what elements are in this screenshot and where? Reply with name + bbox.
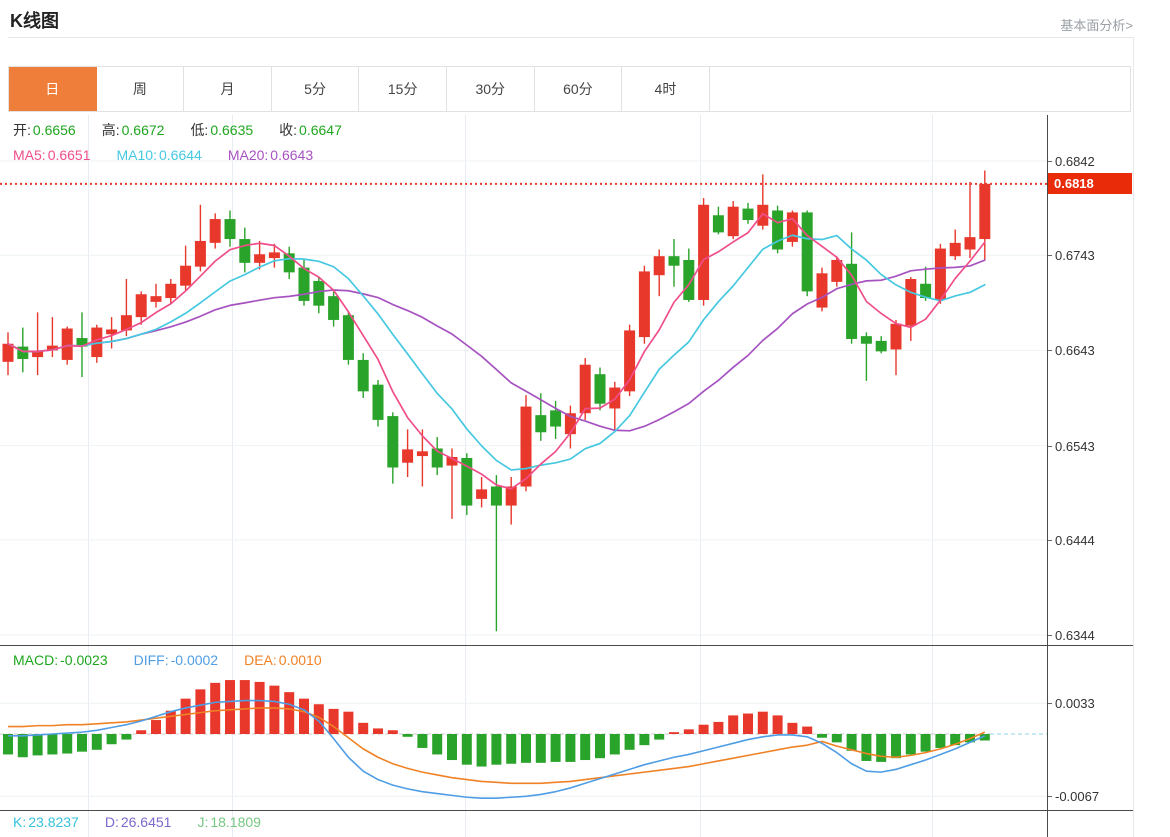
j-value: 18.1809 [210,814,261,830]
close-value: 0.6647 [299,122,342,138]
dea-value: 0.0010 [278,652,322,668]
vertical-gridline [700,115,701,837]
price-tick: 0.6842 [1047,153,1095,169]
high-label: 高: [101,122,120,138]
ma20-label: MA20: [227,147,269,163]
tick-dash-icon [1047,539,1052,541]
y-axis-line [1047,115,1048,837]
close-label: 收: [279,122,298,138]
price-tick-label: 0.6643 [1055,342,1095,358]
j-label: J: [197,814,209,830]
tick-dash-icon [1047,634,1052,636]
tab-5min[interactable]: 5分 [271,67,360,111]
tick-dash-icon [1047,795,1052,797]
tab-4hour[interactable]: 4时 [622,67,710,111]
price-tick-label: 0.6344 [1055,627,1095,643]
page-title: K线图 [10,11,59,31]
macd-label: MACD: [13,652,59,668]
ohlc-legend: 开: 0.6656 高: 0.6672 低: 0.6635 收: 0.6647 [13,120,368,140]
ma20-value: 0.6643 [270,147,314,163]
price-tick-label: 0.6444 [1055,532,1095,548]
diff-value: -0.0002 [170,652,219,668]
macd-pane-canvas[interactable] [0,646,1047,810]
fundamental-analysis-link[interactable]: 基本面分析> [1060,18,1133,33]
low-value: 0.6635 [210,122,254,138]
price-pane-canvas[interactable] [0,115,1047,645]
tab-60min[interactable]: 60分 [534,67,623,111]
open-value: 0.6656 [32,122,76,138]
price-tick-label: 0.6543 [1055,438,1095,454]
macd-legend: MACD: -0.0023 DIFF: -0.0002 DEA: 0.0010 [13,652,348,668]
price-tick: 0.6344 [1047,627,1095,643]
price-tick: 0.6643 [1047,342,1095,358]
macd-value: -0.0023 [60,652,108,668]
interval-tab-bar: 日 周 月 5分 15分 30分 60分 4时 [8,66,1131,112]
kdj-legend: K: 23.8237 D: 26.6451 J: 18.1809 [13,814,287,830]
price-tick-label: 0.6743 [1055,247,1095,263]
macd-tick: -0.0067 [1047,788,1099,804]
tick-dash-icon [1047,702,1052,704]
pane-divider [0,645,1133,646]
current-price-tag: 0.6818 [1047,173,1132,194]
tab-day[interactable]: 日 [9,67,97,111]
tick-dash-icon [1047,254,1052,256]
tick-dash-icon [1047,349,1052,351]
k-label: K: [13,814,27,830]
high-value: 0.6672 [121,122,165,138]
dea-label: DEA: [244,652,277,668]
vertical-gridline [88,115,89,837]
ma5-label: MA5: [13,147,46,163]
tab-15min[interactable]: 15分 [359,67,447,111]
price-tick: 0.6543 [1047,438,1095,454]
container-right-border [1133,37,1134,837]
ma10-value: 0.6644 [158,147,202,163]
vertical-gridline [232,115,233,837]
ma-legend: MA5: 0.6651 MA10: 0.6644 MA20: 0.6643 [13,147,339,163]
tick-dash-icon [1047,160,1052,162]
open-label: 开: [13,122,31,138]
k-value: 23.8237 [28,814,79,830]
price-tick-label: 0.6842 [1055,153,1095,169]
header-divider [8,37,1133,38]
d-label: D: [104,814,119,830]
macd-tick-label: 0.0033 [1055,695,1095,711]
macd-tick: 0.0033 [1047,695,1095,711]
price-tick: 0.6743 [1047,247,1095,263]
tick-dash-icon [1047,445,1052,447]
tab-week[interactable]: 周 [96,67,185,111]
vertical-gridline [932,115,933,837]
ma5-value: 0.6651 [47,147,91,163]
tab-month[interactable]: 月 [184,67,272,111]
tab-30min[interactable]: 30分 [446,67,535,111]
pane-divider [0,810,1133,811]
macd-tick-label: -0.0067 [1055,788,1100,804]
price-tick: 0.6444 [1047,532,1095,548]
diff-label: DIFF: [133,652,169,668]
low-label: 低: [190,122,209,138]
d-value: 26.6451 [120,814,172,830]
ma10-label: MA10: [116,147,157,163]
